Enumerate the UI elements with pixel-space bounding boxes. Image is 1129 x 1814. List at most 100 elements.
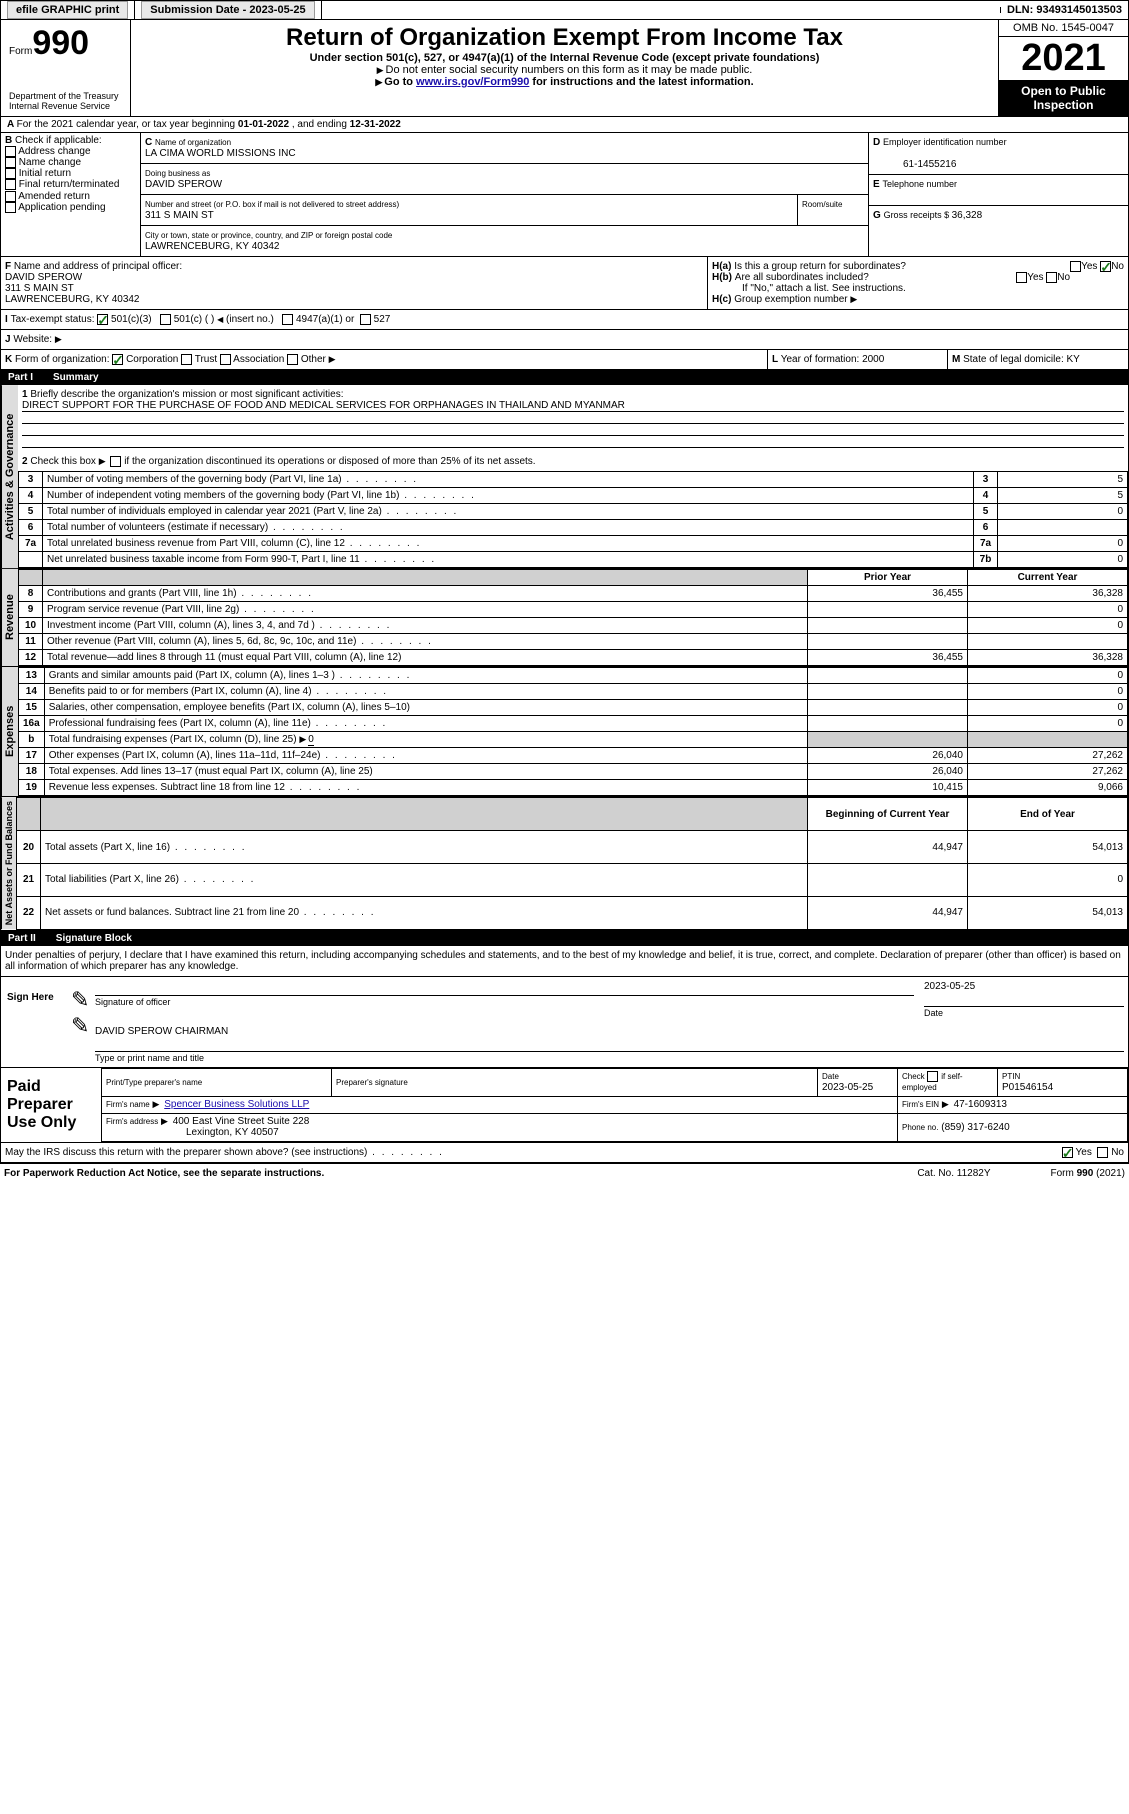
l9-prior (808, 602, 968, 618)
i-527[interactable] (360, 314, 371, 325)
p-name-label: Print/Type preparer's name (106, 1078, 202, 1087)
l18-text: Total expenses. Add lines 13–17 (must eq… (44, 764, 807, 780)
dln-val: 93493145013503 (1036, 4, 1122, 16)
sign-here-label: Sign Here (1, 977, 71, 1067)
firm-ein-val: 47-1609313 (954, 1099, 1007, 1110)
i-501c3[interactable] (97, 314, 108, 325)
chk-initial[interactable] (5, 168, 16, 179)
yes-label: Yes (1076, 1147, 1092, 1158)
chk-name-change[interactable] (5, 157, 16, 168)
g-label: Gross receipts $ (884, 210, 952, 220)
part1-body: Activities & Governance 1 Briefly descri… (0, 385, 1129, 569)
l18-prior: 26,040 (808, 764, 968, 780)
hb-no[interactable] (1046, 272, 1057, 283)
efile-btn[interactable]: efile GRAPHIC print (7, 1, 128, 19)
discuss-yes[interactable] (1062, 1147, 1073, 1158)
discuss-q: May the IRS discuss this return with the… (5, 1147, 1062, 1158)
ptin-val: P01546154 (1002, 1082, 1053, 1093)
arrow-icon (329, 354, 338, 365)
l-label: Year of formation: (781, 354, 862, 365)
box-deg: D Employer identification number 61-1455… (868, 133, 1128, 256)
discuss-row: May the IRS discuss this return with the… (0, 1143, 1129, 1163)
box-c: C Name of organization LA CIMA WORLD MIS… (141, 133, 868, 256)
box-b: B Check if applicable: Address change Na… (1, 133, 141, 256)
section-j: J Website: (0, 330, 1129, 350)
k-assoc[interactable] (220, 354, 231, 365)
l16-prior (808, 716, 968, 732)
subdate-btn[interactable]: Submission Date - 2023-05-25 (141, 1, 314, 19)
hb-yes[interactable] (1016, 272, 1027, 283)
i-o2: 501(c) ( ) (174, 314, 215, 325)
open-inspection: Open to Public Inspection (999, 80, 1128, 116)
part2-header: Part II Signature Block (0, 931, 1129, 946)
top-bar: efile GRAPHIC print Submission Date - 20… (0, 0, 1129, 20)
i-501c[interactable] (160, 314, 171, 325)
dba-label: Doing business as (145, 169, 210, 178)
boy-hdr: Beginning of Current Year (808, 798, 968, 831)
phone-label: Phone no. (902, 1123, 938, 1132)
box-f: F Name and address of principal officer:… (1, 257, 708, 309)
chk-address-change[interactable] (5, 146, 16, 157)
firm-name-link[interactable]: Spencer Business Solutions LLP (164, 1099, 309, 1110)
sidebar-expenses: Expenses (1, 667, 18, 796)
title-block: Return of Organization Exempt From Incom… (131, 20, 998, 116)
l19-prior: 10,415 (808, 780, 968, 796)
l21-curr: 0 (968, 864, 1128, 897)
form-title: Return of Organization Exempt From Incom… (135, 24, 994, 52)
declaration: Under penalties of perjury, I declare th… (0, 946, 1129, 977)
l13-curr: 0 (968, 668, 1128, 684)
omb-number: OMB No. 1545-0047 (999, 20, 1128, 37)
k-corp[interactable] (112, 354, 123, 365)
no-label: No (1111, 1147, 1124, 1158)
part1-title: Summary (53, 372, 99, 383)
officer-name-title: DAVID SPEROW CHAIRMAN (95, 1026, 228, 1037)
k-other[interactable] (287, 354, 298, 365)
l8-text: Contributions and grants (Part VIII, lin… (43, 586, 808, 602)
l10-text: Investment income (Part VIII, column (A)… (43, 618, 808, 634)
l16b-val: 0 (308, 734, 314, 746)
l2-chk[interactable] (110, 456, 121, 467)
l11-prior (808, 634, 968, 650)
i-4947[interactable] (282, 314, 293, 325)
hb2-text: If "No," attach a list. See instructions… (712, 283, 1124, 294)
k-trust[interactable] (181, 354, 192, 365)
chk-pending[interactable] (5, 202, 16, 213)
netassets-table: Beginning of Current YearEnd of Year 20T… (16, 797, 1128, 929)
self-employed-chk[interactable] (927, 1071, 938, 1082)
phone-val: (859) 317-6240 (941, 1122, 1009, 1133)
l20-prior: 44,947 (808, 831, 968, 864)
footer-row: For Paperwork Reduction Act Notice, see … (0, 1163, 1129, 1183)
gross-receipts: 36,328 (952, 210, 983, 221)
city-label: City or town, state or province, country… (145, 231, 392, 240)
section-i: I Tax-exempt status: 501(c)(3) 501(c) ( … (0, 310, 1129, 330)
preparer-table: Print/Type preparer's name Preparer's si… (101, 1068, 1128, 1142)
k-o4: Other (301, 354, 326, 365)
discuss-no[interactable] (1097, 1147, 1108, 1158)
firm-addr1: 400 East Vine Street Suite 228 (173, 1116, 310, 1127)
l17-prior: 26,040 (808, 748, 968, 764)
subtitle-1: Under section 501(c), 527, or 4947(a)(1)… (135, 52, 994, 64)
l6-text: Total number of volunteers (estimate if … (43, 520, 974, 536)
section-a: A For the 2021 calendar year, or tax yea… (0, 117, 1129, 133)
hb-text: Are all subordinates included? (735, 272, 869, 283)
l18-curr: 27,262 (968, 764, 1128, 780)
ha-yes[interactable] (1070, 261, 1081, 272)
chk-amended[interactable] (5, 191, 16, 202)
l20-text: Total assets (Part X, line 16) (41, 831, 808, 864)
l20-curr: 54,013 (968, 831, 1128, 864)
yes-label: Yes (1081, 261, 1097, 272)
prior-hdr: Prior Year (808, 570, 968, 586)
l14-prior (808, 684, 968, 700)
l21-prior (808, 864, 968, 897)
l15-text: Salaries, other compensation, employee b… (44, 700, 807, 716)
ha-no[interactable] (1100, 261, 1111, 272)
pen-icon: ✎ (71, 987, 91, 1013)
sub3-pre: Go to (384, 76, 416, 88)
chk-final[interactable] (5, 179, 16, 190)
k-o1: Corporation (126, 354, 178, 365)
firm-addr2: Lexington, KY 40507 (186, 1127, 279, 1138)
irs-link[interactable]: www.irs.gov/Form990 (416, 76, 529, 88)
subtitle-2: Do not enter social security numbers on … (386, 64, 753, 76)
d-label: Employer identification number (883, 137, 1007, 147)
a-text: For the 2021 calendar year, or tax year … (17, 119, 238, 130)
